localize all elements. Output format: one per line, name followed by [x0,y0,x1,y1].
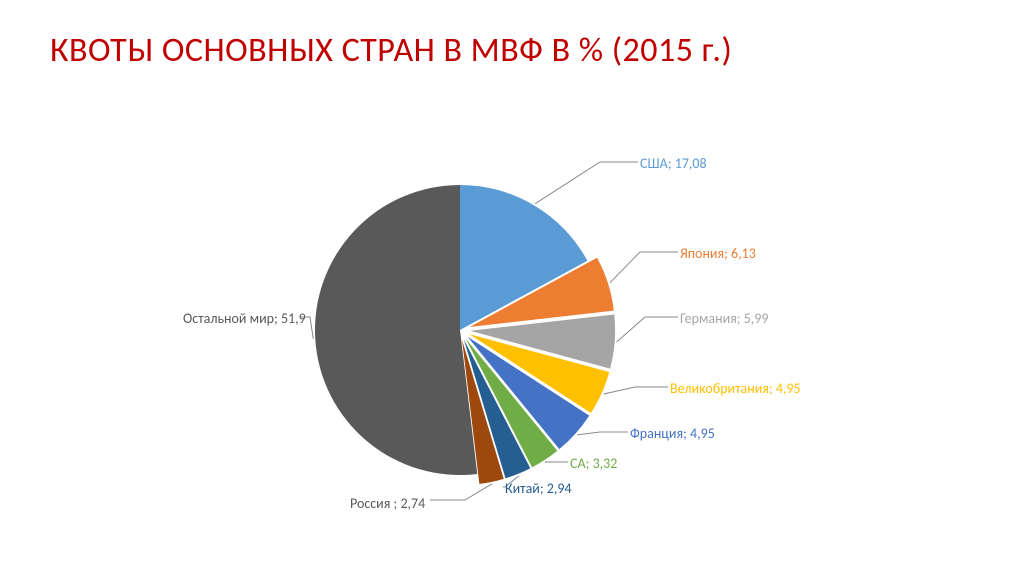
slice-label: Франция; 4,95 [630,425,715,442]
leader-line [604,387,668,394]
pie-slice [315,185,477,475]
leader-line [617,317,678,342]
leader-line [535,162,638,204]
slice-label: Германия; 5,99 [680,310,769,327]
leader-line [610,252,678,283]
leader-line [545,461,568,462]
leader-line [577,432,628,435]
slice-label: Китай; 2,94 [505,480,572,497]
slice-label: Япония; 6,13 [680,245,756,262]
pie-chart: США; 17,08 Япония; 6,13 Германия; 5,99 Вели… [0,0,1024,574]
slice-label: СА; 3,32 [570,455,617,472]
slice-label: Великобритания; 4,95 [670,380,801,397]
slice-label: США; 17,08 [640,155,707,172]
slice-label: Остальной мир; 51,9 [183,310,306,327]
slice-label: Россия ; 2,74 [350,495,425,512]
leader-line [430,484,492,500]
